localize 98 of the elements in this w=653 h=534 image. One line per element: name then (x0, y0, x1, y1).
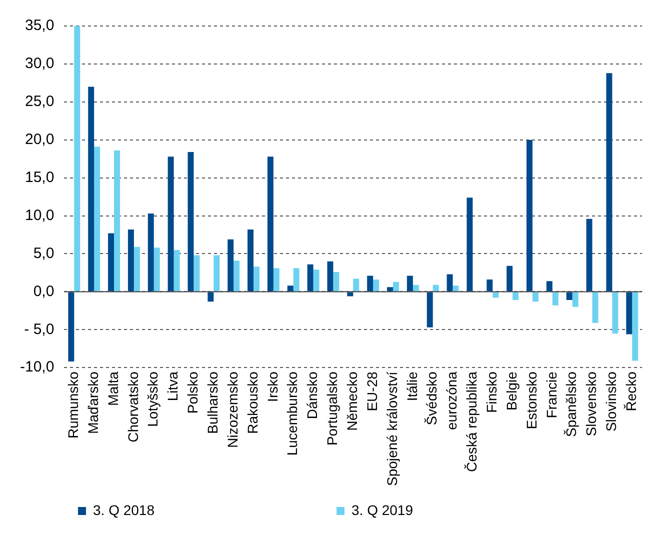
x-tick-label: eurozóna (444, 371, 460, 430)
y-tick-label: 10,0 (24, 206, 54, 224)
x-tick-label: Spojené království (384, 372, 400, 486)
x-tick-label: Švédsko (424, 371, 440, 426)
x-tick-label: Dánsko (304, 371, 320, 420)
bar (273, 268, 280, 292)
bar (287, 286, 294, 292)
bar (612, 292, 618, 334)
bar (94, 146, 100, 292)
x-tick-label: Rakousko (244, 371, 260, 434)
x-tick-label: Lotyšsko (144, 371, 161, 427)
bar (148, 214, 154, 292)
x-tick-label: Bulharsko (204, 371, 221, 434)
bar (134, 246, 140, 292)
bar (393, 282, 399, 292)
bar (592, 292, 598, 323)
x-tick-label: Belgie (503, 371, 520, 411)
bar (108, 233, 114, 292)
x-tick-label: Itálie (404, 371, 420, 402)
y-tick-label: 25,0 (24, 93, 54, 110)
x-tick-label: Malta (104, 371, 121, 406)
bar (526, 140, 532, 292)
bar (426, 292, 433, 328)
bar (606, 73, 612, 292)
x-tick-label: Irsko (264, 371, 280, 402)
bar (128, 229, 134, 292)
bar (267, 156, 274, 292)
bar (234, 260, 240, 292)
x-tick-label: Litva (164, 371, 181, 402)
bar (333, 272, 340, 292)
legend-label: 3. Q 2018 (93, 502, 323, 518)
x-tick-label: Polsko (184, 371, 201, 414)
bar (412, 284, 419, 292)
bar (446, 274, 453, 292)
x-tick-label: Česká republika (464, 371, 480, 472)
bar (174, 250, 180, 292)
x-tick-label: Španělsko (563, 371, 580, 437)
x-tick-label: EU-28 (364, 371, 380, 412)
bar (572, 292, 578, 307)
bar (486, 280, 493, 292)
bar (254, 266, 260, 292)
x-tick-label: Finsko (483, 371, 500, 413)
bar (492, 292, 499, 298)
bar (552, 292, 558, 306)
bar (114, 150, 120, 292)
bar (327, 261, 334, 292)
bar (228, 239, 234, 292)
bar (546, 281, 552, 292)
y-tick-label: 20,0 (24, 131, 54, 148)
x-tick-label: Lucembursko (284, 371, 300, 456)
x-tick-label: Portugalsko (324, 371, 340, 446)
bar (88, 86, 94, 292)
x-tick-label: Francie (543, 371, 560, 418)
bar (168, 156, 174, 292)
bar (188, 152, 194, 292)
bar (214, 255, 220, 292)
x-tick-label: Maďarsko (84, 371, 101, 434)
bar (74, 26, 80, 292)
y-tick-label: - 5,0 (24, 320, 54, 338)
bar (512, 292, 519, 300)
bar (452, 286, 459, 292)
bar (307, 264, 314, 292)
y-tick-label: 30,0 (24, 55, 54, 72)
y-tick-label: -10,0 (20, 358, 54, 376)
bar (466, 198, 473, 292)
x-tick-label: Slovinsko (603, 371, 620, 432)
x-tick-label: Německo (344, 371, 360, 431)
x-tick-label: Rumunsko (65, 371, 82, 439)
bar (367, 276, 374, 292)
bar (387, 287, 393, 292)
bar (194, 255, 200, 292)
bar (632, 292, 638, 361)
x-tick-label: Chorvatsko (124, 371, 141, 442)
bar (506, 266, 513, 292)
bar (353, 278, 360, 292)
y-tick-label: 0,0 (33, 282, 54, 300)
bar (248, 229, 254, 292)
y-tick-label: 35,0 (24, 17, 54, 34)
legend-label: 3. Q 2019 (352, 502, 581, 518)
bar (432, 284, 439, 292)
bar (566, 292, 572, 300)
x-tick-label: Estonsko (523, 371, 540, 430)
x-tick-label: Řecko (622, 371, 639, 412)
bar (347, 292, 354, 296)
bar (293, 268, 300, 292)
x-tick-label: Nizozemsko (224, 371, 240, 448)
bar (626, 292, 632, 334)
y-tick-label: 5,0 (33, 244, 54, 262)
bar (313, 270, 320, 292)
x-tick-label: Slovensko (583, 371, 600, 436)
y-tick-label: 15,0 (24, 168, 54, 186)
bar (373, 280, 380, 292)
bar (406, 276, 413, 292)
bar (68, 292, 74, 362)
bar (532, 292, 538, 302)
bar (154, 248, 160, 292)
bar (586, 218, 592, 292)
bar (208, 292, 214, 302)
